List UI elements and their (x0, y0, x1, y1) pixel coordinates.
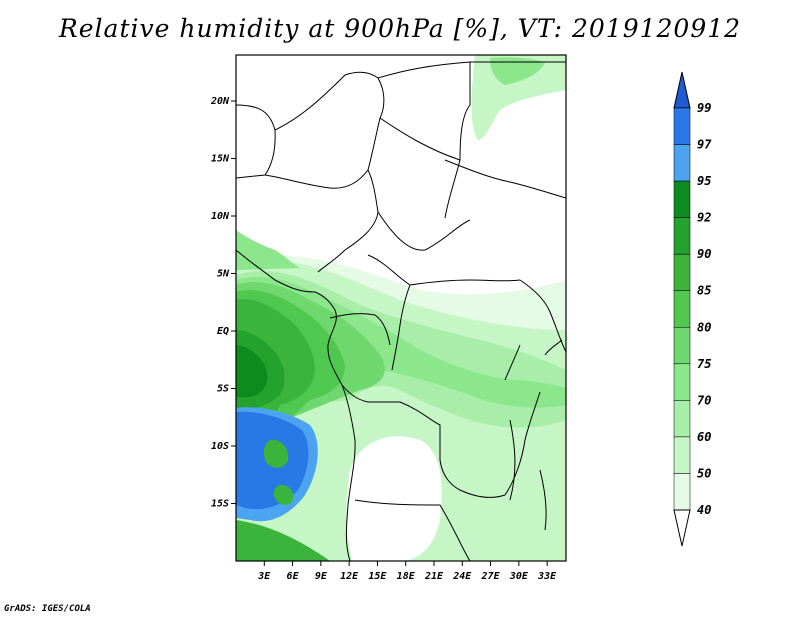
lon-tick-label: 27E (481, 571, 501, 582)
colorbar-segment (673, 180, 691, 218)
colorbar-level-label: 50 (697, 466, 711, 480)
rh-w-coast (236, 230, 300, 270)
map-frame (235, 54, 567, 562)
latitude-axis: 20N 15N 10N 5N EQ 5S 10S 15S (210, 96, 236, 510)
lat-tick-label: 15N (211, 154, 230, 165)
dry-region (346, 436, 442, 561)
colorbar-segment (673, 473, 691, 511)
colorbar-segment (673, 217, 691, 255)
colorbar-level-label: 75 (697, 357, 711, 371)
lat-tick-label: 10N (211, 211, 230, 222)
colorbar-bottom-arrow (673, 509, 691, 547)
colorbar-level-label: 85 (697, 284, 711, 298)
lon-tick-label: 21E (424, 571, 444, 582)
lon-tick-label: 9E (315, 571, 328, 582)
lat-tick-label: 10S (211, 441, 229, 452)
colorbar-level-label: 40 (697, 503, 711, 517)
rh-band-92 (236, 345, 268, 398)
colorbar-segment (673, 363, 691, 401)
rh-sw-band (236, 520, 330, 561)
colorbar-level-label: 95 (697, 174, 711, 188)
lon-tick-label: 30E (509, 571, 529, 582)
lat-tick-label: 5N (217, 269, 230, 280)
colorbar-segment (673, 400, 691, 438)
colorbar-level-label: 80 (697, 320, 711, 334)
lon-tick-label: 6E (287, 571, 300, 582)
lat-tick-label: 5S (217, 384, 229, 395)
lon-tick-label: 18E (397, 571, 416, 582)
colorbar-segment (673, 253, 691, 291)
colorbar-level-label: 92 (697, 211, 711, 225)
lon-tick-label: 12E (340, 571, 359, 582)
colorbar-level-label: 70 (697, 393, 711, 407)
country-borders (236, 61, 566, 561)
lon-tick-label: 33E (537, 571, 557, 582)
grads-credit: GrADS: IGES/COLA (4, 604, 91, 614)
lat-tick-label: 20N (210, 96, 230, 107)
lat-tick-label: EQ (217, 326, 229, 337)
colorbar-level-label: 97 (697, 138, 712, 152)
longitude-axis: 3E 6E 9E 12E 15E 18E 21E 24E 27E 30E 33E (257, 561, 557, 582)
colorbar-level-label: 99 (697, 101, 711, 115)
lon-tick-label: 15E (368, 571, 387, 582)
colorbar-segment (673, 436, 691, 474)
colorbar-level-label: 90 (697, 247, 711, 261)
lon-tick-label: 3E (257, 571, 271, 582)
lon-tick-label: 24E (452, 571, 472, 582)
colorbar: 99 97 95 92 90 85 80 75 70 60 50 40 (673, 71, 712, 547)
rh-ne-patch-inner (490, 57, 545, 85)
rh-green-spots (263, 439, 294, 505)
colorbar-segment (673, 144, 691, 182)
humidity-field (236, 55, 566, 561)
lat-tick-label: 15S (211, 499, 229, 510)
map-title: Relative humidity at 900hPa [%], VT: 201… (58, 14, 742, 43)
colorbar-level-label: 60 (697, 430, 711, 444)
colorbar-segment (673, 327, 691, 365)
colorbar-segment (673, 290, 691, 328)
colorbar-segment (673, 107, 691, 145)
colorbar-top-arrow (673, 71, 691, 109)
